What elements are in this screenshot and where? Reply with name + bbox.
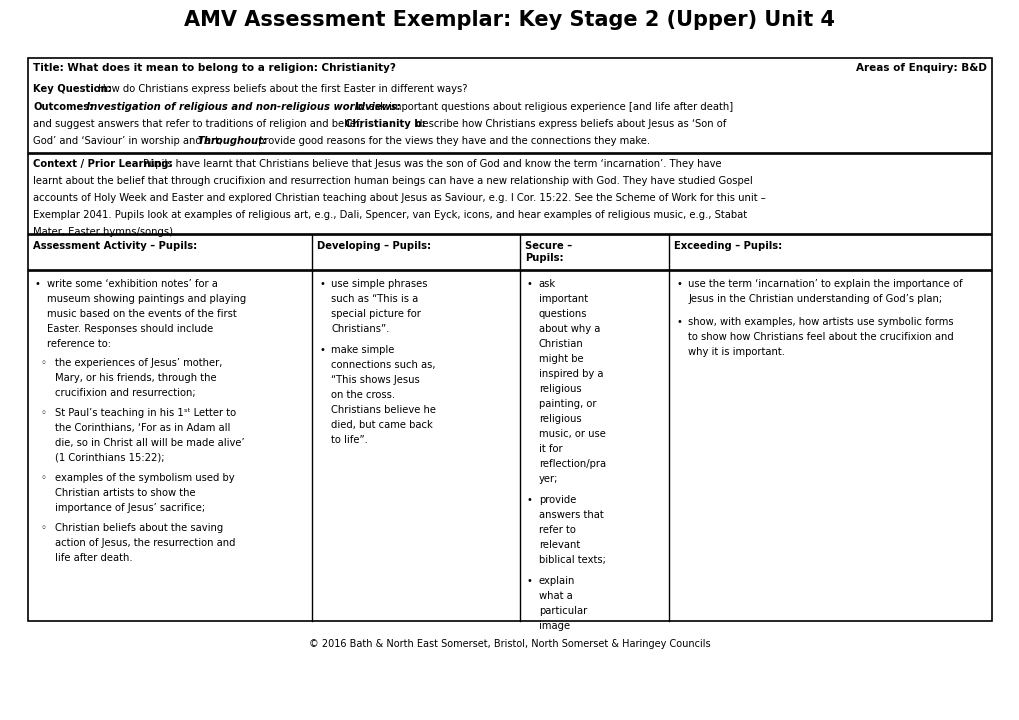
Text: Exceeding – Pupils:: Exceeding – Pupils: bbox=[674, 241, 782, 251]
Text: Investigation of religious and non-religious worldviews:: Investigation of religious and non-relig… bbox=[83, 102, 400, 112]
Text: provide good reasons for the views they have and the connections they make.: provide good reasons for the views they … bbox=[255, 136, 649, 146]
Text: such as “This is a: such as “This is a bbox=[331, 294, 418, 304]
Text: Christians”.: Christians”. bbox=[331, 324, 389, 334]
Text: crucifixion and resurrection;: crucifixion and resurrection; bbox=[55, 388, 196, 398]
Text: write some ‘exhibition notes’ for a: write some ‘exhibition notes’ for a bbox=[47, 279, 218, 289]
Text: reference to:: reference to: bbox=[47, 339, 111, 349]
Text: yer;: yer; bbox=[538, 474, 557, 484]
Text: AMV Assessment Exemplar: Key Stage 2 (Upper) Unit 4: AMV Assessment Exemplar: Key Stage 2 (Up… bbox=[184, 10, 835, 30]
Text: b: ask important questions about religious experience [and life after death]: b: ask important questions about religio… bbox=[353, 102, 733, 112]
Text: provide: provide bbox=[538, 495, 576, 505]
Text: •: • bbox=[676, 317, 682, 327]
Text: about why a: about why a bbox=[538, 324, 599, 334]
Bar bbox=[28, 58, 991, 153]
Text: image: image bbox=[538, 621, 570, 631]
Text: and suggest answers that refer to traditions of religion and belief;: and suggest answers that refer to tradit… bbox=[33, 119, 366, 129]
Text: questions: questions bbox=[538, 309, 587, 319]
Text: Christian artists to show the: Christian artists to show the bbox=[55, 488, 196, 498]
Text: refer to: refer to bbox=[538, 525, 575, 535]
Text: describe how Christians express beliefs about Jesus as ‘Son of: describe how Christians express beliefs … bbox=[413, 119, 726, 129]
Text: ◦: ◦ bbox=[41, 408, 47, 418]
Text: •: • bbox=[319, 279, 325, 289]
Text: Mater, Easter hymns/songs).: Mater, Easter hymns/songs). bbox=[33, 227, 176, 237]
Text: use simple phrases: use simple phrases bbox=[331, 279, 427, 289]
Text: action of Jesus, the resurrection and: action of Jesus, the resurrection and bbox=[55, 538, 235, 548]
Text: Title: What does it mean to belong to a religion: Christianity?: Title: What does it mean to belong to a … bbox=[33, 63, 395, 73]
Text: use the term ‘incarnation’ to explain the importance of: use the term ‘incarnation’ to explain th… bbox=[688, 279, 962, 289]
Text: •: • bbox=[526, 576, 532, 586]
Text: Context / Prior Learning:: Context / Prior Learning: bbox=[33, 159, 172, 169]
Text: Christian: Christian bbox=[538, 339, 583, 349]
Text: Areas of Enquiry: B&D: Areas of Enquiry: B&D bbox=[855, 63, 986, 73]
Text: particular: particular bbox=[538, 606, 586, 616]
Text: •: • bbox=[319, 345, 325, 355]
Text: answers that: answers that bbox=[538, 510, 603, 520]
Text: God’ and ‘Saviour’ in worship and art;: God’ and ‘Saviour’ in worship and art; bbox=[33, 136, 225, 146]
Text: the experiences of Jesus’ mother,: the experiences of Jesus’ mother, bbox=[55, 358, 222, 368]
Text: Christian beliefs about the saving: Christian beliefs about the saving bbox=[55, 523, 223, 533]
Text: Exemplar 2041. Pupils look at examples of religious art, e.g., Dali, Spencer, va: Exemplar 2041. Pupils look at examples o… bbox=[33, 210, 746, 220]
Text: •: • bbox=[676, 279, 682, 289]
Text: connections such as,: connections such as, bbox=[331, 360, 435, 370]
Text: on the cross.: on the cross. bbox=[331, 390, 395, 400]
Text: might be: might be bbox=[538, 354, 583, 364]
Text: special picture for: special picture for bbox=[331, 309, 421, 319]
Text: show, with examples, how artists use symbolic forms: show, with examples, how artists use sym… bbox=[688, 317, 953, 327]
Text: ◦: ◦ bbox=[41, 523, 47, 533]
Text: Developing – Pupils:: Developing – Pupils: bbox=[317, 241, 431, 251]
Text: Secure –
Pupils:: Secure – Pupils: bbox=[524, 241, 572, 263]
Text: © 2016 Bath & North East Somerset, Bristol, North Somerset & Haringey Councils: © 2016 Bath & North East Somerset, Brist… bbox=[309, 639, 710, 649]
Text: Assessment Activity – Pupils:: Assessment Activity – Pupils: bbox=[33, 241, 197, 251]
Text: museum showing paintings and playing: museum showing paintings and playing bbox=[47, 294, 246, 304]
Text: St Paul’s teaching in his 1ˢᵗ Letter to: St Paul’s teaching in his 1ˢᵗ Letter to bbox=[55, 408, 235, 418]
Text: (1 Corinthians 15:22);: (1 Corinthians 15:22); bbox=[55, 453, 164, 463]
Text: examples of the symbolism used by: examples of the symbolism used by bbox=[55, 473, 234, 483]
Text: biblical texts;: biblical texts; bbox=[538, 555, 605, 565]
Text: die, so in Christ all will be made alive’: die, so in Christ all will be made alive… bbox=[55, 438, 245, 448]
Text: to life”.: to life”. bbox=[331, 435, 368, 445]
Text: relevant: relevant bbox=[538, 540, 580, 550]
Text: Jesus in the Christian understanding of God’s plan;: Jesus in the Christian understanding of … bbox=[688, 294, 942, 304]
Bar bbox=[28, 235, 991, 270]
Text: Christianity b:: Christianity b: bbox=[344, 119, 425, 129]
Text: Key Question:: Key Question: bbox=[33, 84, 112, 94]
Text: important: important bbox=[538, 294, 587, 304]
Text: ask: ask bbox=[538, 279, 555, 289]
Text: painting, or: painting, or bbox=[538, 399, 595, 409]
Text: explain: explain bbox=[538, 576, 575, 586]
Text: Mary, or his friends, through the: Mary, or his friends, through the bbox=[55, 373, 216, 383]
Text: ◦: ◦ bbox=[41, 358, 47, 368]
Text: to show how Christians feel about the crucifixion and: to show how Christians feel about the cr… bbox=[688, 332, 953, 342]
Text: the Corinthians, ‘For as in Adam all: the Corinthians, ‘For as in Adam all bbox=[55, 423, 230, 433]
Text: •: • bbox=[526, 495, 532, 505]
Bar bbox=[28, 154, 991, 234]
Text: “This shows Jesus: “This shows Jesus bbox=[331, 375, 420, 385]
Bar bbox=[28, 271, 991, 621]
Text: reflection/pra: reflection/pra bbox=[538, 459, 605, 469]
Text: How do Christians express beliefs about the first Easter in different ways?: How do Christians express beliefs about … bbox=[95, 84, 467, 94]
Text: •: • bbox=[526, 279, 532, 289]
Text: why it is important.: why it is important. bbox=[688, 347, 785, 357]
Text: died, but came back: died, but came back bbox=[331, 420, 433, 430]
Text: religious: religious bbox=[538, 414, 581, 424]
Text: •: • bbox=[35, 279, 41, 289]
Text: religious: religious bbox=[538, 384, 581, 394]
Text: accounts of Holy Week and Easter and explored Christian teaching about Jesus as : accounts of Holy Week and Easter and exp… bbox=[33, 193, 765, 203]
Text: Easter. Responses should include: Easter. Responses should include bbox=[47, 324, 213, 334]
Text: Throughout:: Throughout: bbox=[198, 136, 268, 146]
Text: Christians believe he: Christians believe he bbox=[331, 405, 436, 415]
Text: Outcomes:: Outcomes: bbox=[33, 102, 93, 112]
Text: importance of Jesus’ sacrifice;: importance of Jesus’ sacrifice; bbox=[55, 503, 205, 513]
Text: music based on the events of the first: music based on the events of the first bbox=[47, 309, 236, 319]
Text: ◦: ◦ bbox=[41, 473, 47, 483]
Text: inspired by a: inspired by a bbox=[538, 369, 602, 379]
Text: learnt about the belief that through crucifixion and resurrection human beings c: learnt about the belief that through cru… bbox=[33, 176, 752, 186]
Text: Pupils have learnt that Christians believe that Jesus was the son of God and kno: Pupils have learnt that Christians belie… bbox=[143, 159, 720, 169]
Text: make simple: make simple bbox=[331, 345, 394, 355]
Text: what a: what a bbox=[538, 591, 572, 601]
Text: music, or use: music, or use bbox=[538, 429, 605, 439]
Text: it for: it for bbox=[538, 444, 561, 454]
Text: life after death.: life after death. bbox=[55, 553, 132, 563]
